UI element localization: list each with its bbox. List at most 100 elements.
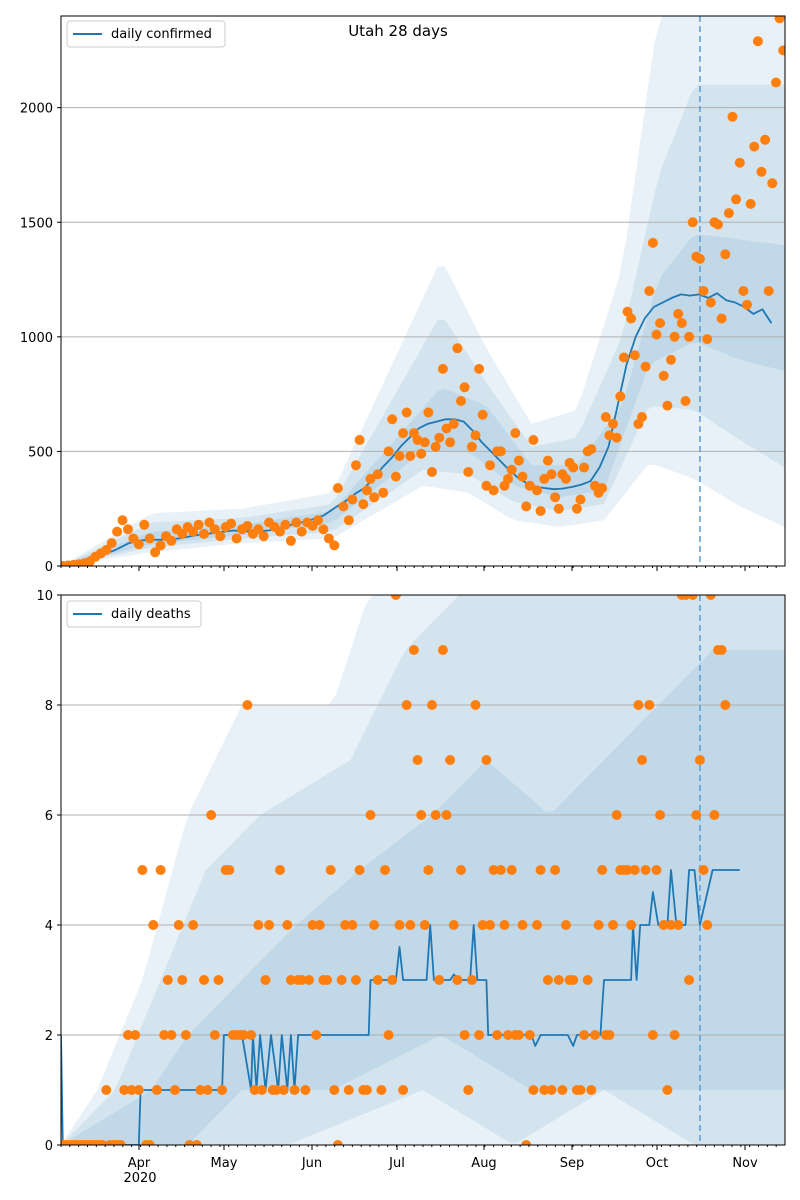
observed-point bbox=[680, 396, 691, 406]
observed-point bbox=[720, 249, 731, 260]
observed-point bbox=[459, 1030, 470, 1040]
observed-point bbox=[593, 920, 604, 930]
observed-point bbox=[532, 485, 542, 496]
confirmed-legend-label: daily confirmed bbox=[111, 27, 212, 42]
observed-point bbox=[340, 920, 351, 930]
observed-point bbox=[419, 437, 430, 448]
observed-point bbox=[296, 526, 307, 537]
observed-point bbox=[456, 396, 466, 406]
observed-point bbox=[452, 975, 463, 985]
observed-point bbox=[106, 538, 117, 549]
observed-point bbox=[246, 1030, 257, 1040]
observed-point bbox=[684, 975, 695, 985]
observed-point bbox=[720, 700, 731, 710]
observed-point bbox=[760, 134, 771, 145]
observed-point bbox=[249, 1085, 260, 1095]
observed-point bbox=[173, 920, 184, 930]
observed-point bbox=[669, 1030, 680, 1040]
observed-point bbox=[655, 810, 666, 820]
observed-point bbox=[575, 1085, 586, 1095]
observed-point bbox=[347, 494, 358, 505]
observed-point bbox=[133, 1085, 144, 1095]
observed-point bbox=[608, 920, 618, 930]
observed-point bbox=[285, 535, 296, 546]
x-tick-label: May bbox=[211, 1156, 238, 1171]
observed-point bbox=[535, 506, 546, 516]
observed-point bbox=[532, 920, 542, 930]
observed-point bbox=[535, 865, 546, 875]
confirmed-legend: daily confirmed bbox=[66, 20, 226, 48]
observed-point bbox=[640, 361, 651, 372]
observed-point bbox=[705, 595, 716, 600]
observed-point bbox=[582, 975, 593, 985]
observed-point bbox=[702, 920, 713, 930]
observed-point bbox=[430, 810, 441, 820]
observed-point bbox=[242, 520, 253, 531]
observed-point bbox=[430, 441, 441, 452]
observed-point bbox=[488, 485, 499, 496]
observed-point bbox=[280, 519, 291, 530]
observed-point bbox=[492, 1030, 503, 1040]
observed-point bbox=[343, 1085, 354, 1095]
uncertainty-band-0 bbox=[61, 595, 785, 1145]
uncertainty-band-0 bbox=[61, 16, 785, 566]
uncertainty-band-1 bbox=[61, 595, 785, 1145]
series-line bbox=[61, 869, 740, 1145]
x-tick-label: Sep bbox=[560, 1156, 585, 1171]
observed-point bbox=[528, 1085, 539, 1095]
observed-point bbox=[398, 1085, 409, 1095]
observed-point bbox=[390, 471, 401, 482]
observed-point bbox=[427, 700, 437, 710]
observed-point bbox=[387, 975, 398, 985]
observed-point bbox=[481, 755, 492, 765]
observed-point bbox=[640, 865, 651, 875]
observed-point bbox=[456, 865, 466, 875]
observed-point bbox=[731, 194, 742, 205]
observed-point bbox=[470, 700, 481, 710]
observed-point bbox=[351, 460, 361, 471]
observed-point bbox=[133, 539, 144, 550]
observed-point bbox=[557, 1085, 568, 1095]
observed-point bbox=[323, 533, 334, 544]
observed-point bbox=[506, 865, 517, 875]
observed-point bbox=[658, 920, 669, 930]
observed-point bbox=[304, 975, 314, 985]
observed-point bbox=[361, 485, 372, 496]
observed-point bbox=[590, 1030, 600, 1040]
observed-point bbox=[137, 865, 148, 875]
observed-point bbox=[369, 492, 380, 503]
observed-point bbox=[568, 975, 579, 985]
observed-point bbox=[629, 865, 640, 875]
observed-point bbox=[144, 533, 155, 544]
observed-point bbox=[217, 1085, 228, 1095]
confirmed-panel: 0 500 1000 1500 2000 Utah 28 days daily conf… bbox=[20, 15, 786, 575]
observed-point bbox=[684, 331, 695, 342]
observed-point bbox=[354, 865, 365, 875]
y-tick-label: 0 bbox=[45, 560, 53, 575]
observed-point bbox=[666, 354, 676, 365]
observed-point bbox=[644, 700, 655, 710]
observed-point bbox=[253, 524, 264, 535]
observed-point bbox=[313, 515, 323, 526]
observed-point bbox=[383, 446, 394, 457]
observed-point bbox=[199, 975, 209, 985]
confirmed-legend-box bbox=[66, 20, 226, 48]
x-axis-year-label: 2020 bbox=[123, 1171, 156, 1186]
observed-point bbox=[423, 865, 434, 875]
observed-point bbox=[148, 920, 159, 930]
y-tick-label: 10 bbox=[36, 589, 53, 604]
uncertainty-band-2 bbox=[61, 234, 785, 566]
observed-point bbox=[398, 428, 409, 439]
observed-point bbox=[778, 45, 785, 56]
observed-point bbox=[195, 1085, 206, 1095]
deaths-legend-box bbox=[66, 600, 202, 628]
observed-point bbox=[673, 920, 684, 930]
observed-point bbox=[101, 545, 112, 555]
deaths-observed-points bbox=[61, 595, 731, 1145]
observed-point bbox=[495, 446, 506, 457]
observed-point bbox=[419, 920, 430, 930]
observed-point bbox=[351, 975, 361, 985]
observed-point bbox=[723, 208, 734, 219]
observed-point bbox=[159, 1030, 170, 1040]
observed-point bbox=[372, 469, 383, 480]
